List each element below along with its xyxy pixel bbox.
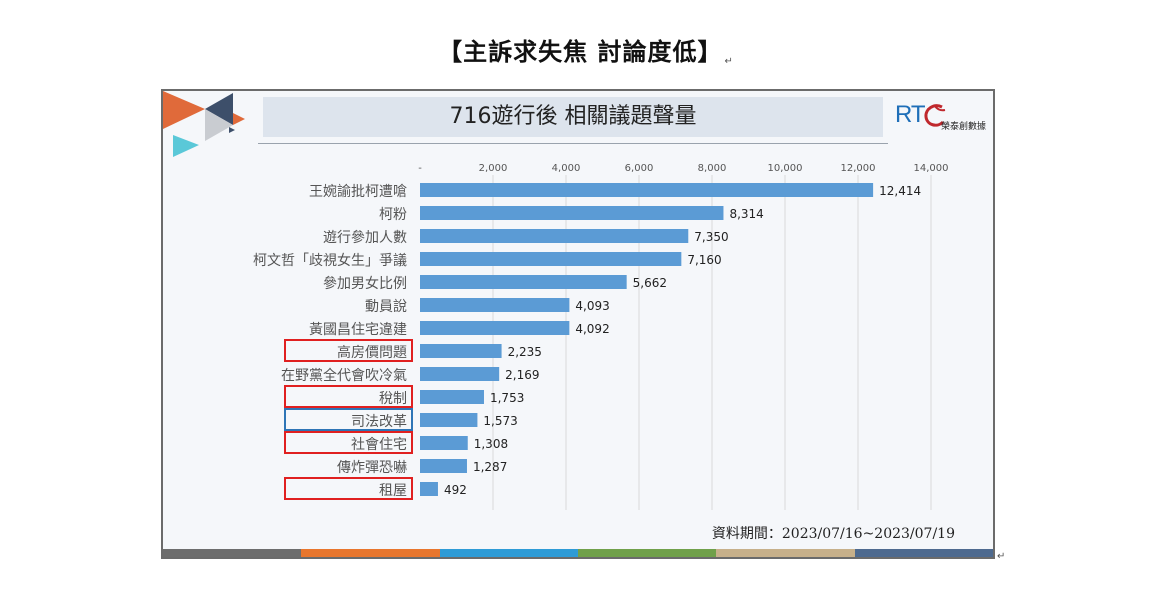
category-label: 高房價問題: [337, 344, 407, 361]
value-label: 1,308: [474, 437, 508, 451]
category-label: 柯粉: [379, 207, 407, 223]
slide-title-bar: 716遊行後 相關議題聲量: [263, 97, 883, 137]
category-label: 參加男女比例: [323, 275, 407, 292]
category-label: 柯文哲「歧視女生」爭議: [253, 252, 407, 269]
category-label: 遊行參加人數: [323, 230, 407, 246]
deco-triangle-orange: [163, 91, 205, 129]
bar: [420, 183, 874, 197]
bar: [420, 413, 478, 427]
stripe-segment: [163, 549, 302, 557]
value-label: 492: [444, 483, 467, 497]
heading-text: 【主訴求失焦 討論度低】: [438, 38, 723, 66]
value-label: 1,753: [490, 391, 524, 405]
highlight-box: [284, 408, 413, 431]
bar: [420, 252, 682, 266]
logo-swirl-icon: [924, 104, 946, 127]
highlight-box: [284, 385, 413, 408]
value-label: 7,350: [694, 230, 728, 244]
decorative-triangles: [163, 91, 245, 157]
stripe-segment: [301, 549, 440, 557]
title-underline: [258, 143, 888, 144]
x-tick-label: 6,000: [625, 163, 654, 174]
highlight-box: [284, 477, 413, 500]
bar: [420, 206, 724, 220]
stripe-segment: [854, 549, 993, 557]
paragraph-mark: ↵: [724, 56, 734, 67]
bar: [420, 390, 484, 404]
x-tick-label: -: [418, 163, 422, 174]
category-label: 傳炸彈恐嚇: [337, 460, 407, 476]
document-heading: 【主訴求失焦 討論度低】 ↵: [0, 32, 1172, 67]
category-label: 司法改革: [351, 414, 407, 430]
x-tick-label: 12,000: [841, 163, 876, 174]
data-period-note: 資料期間：2023/07/16~2023/07/19: [711, 526, 955, 542]
bar: [420, 367, 500, 381]
stripe-segment: [716, 549, 855, 557]
deco-triangle-gray: [205, 109, 233, 141]
deco-triangle-cyan: [173, 135, 199, 157]
company-logo: RT 榮泰創數據: [893, 99, 993, 135]
deco-triangle-orange-small: [233, 113, 245, 125]
stripe-segment: [439, 549, 578, 557]
bar: [420, 344, 502, 358]
category-label: 稅制: [379, 391, 407, 407]
x-tick-label: 2,000: [479, 163, 508, 174]
bar: [420, 275, 627, 289]
bar: [420, 298, 570, 312]
x-tick-label: 10,000: [768, 163, 803, 174]
value-label: 1,287: [473, 460, 507, 474]
bar: [420, 229, 689, 243]
paragraph-mark-corner: ↵: [997, 551, 1006, 562]
slide-title: 716遊行後 相關議題聲量: [449, 104, 697, 129]
value-label: 2,235: [508, 345, 542, 359]
value-label: 8,314: [729, 207, 763, 221]
logo-subtitle: 榮泰創數據: [941, 122, 987, 132]
bar: [420, 436, 468, 450]
x-tick-label: 14,000: [914, 163, 949, 174]
category-label: 黃國昌住宅違建: [309, 322, 407, 338]
category-label: 租屋: [379, 483, 407, 499]
bottom-color-stripe: [163, 549, 993, 557]
value-label: 2,169: [505, 368, 539, 382]
deco-triangle-navy: [205, 93, 233, 125]
logo-wordmark: RT: [895, 101, 926, 128]
x-tick-label: 8,000: [698, 163, 727, 174]
stripe-segment: [577, 549, 717, 557]
category-label: 王婉諭批柯遭嗆: [309, 184, 407, 200]
bar: [420, 459, 467, 473]
category-label: 動員說: [365, 298, 407, 315]
category-label: 在野黨全代會吹冷氣: [281, 367, 407, 384]
value-label: 12,414: [879, 184, 921, 198]
category-label: 社會住宅: [351, 437, 407, 453]
value-label: 5,662: [633, 276, 667, 290]
chart-slide: 716遊行後 相關議題聲量 RT 榮泰創數據 - 2,000 4,000 6,000 8…: [161, 89, 995, 559]
value-label: 4,093: [575, 299, 609, 313]
bar-chart: - 2,000 4,000 6,000 8,000 10,000 12,000 14,000 1…: [253, 163, 949, 510]
value-label: 1,573: [483, 414, 517, 428]
x-tick-label: 4,000: [552, 163, 581, 174]
bar: [420, 482, 438, 496]
value-label: 7,160: [687, 253, 721, 267]
deco-triangle-dark-small: [229, 127, 235, 133]
highlight-box: [284, 431, 413, 454]
bar: [420, 321, 570, 335]
value-label: 4,092: [575, 322, 609, 336]
highlight-box: [284, 339, 413, 362]
